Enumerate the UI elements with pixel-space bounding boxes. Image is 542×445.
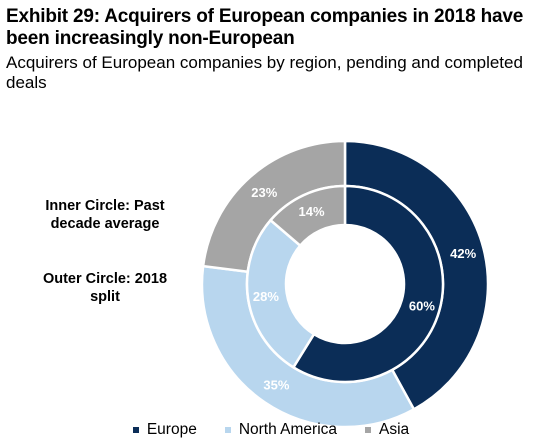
chart-legend: Europe North America Asia (0, 419, 542, 441)
inner-circle-note: Inner Circle: Past decade average (45, 198, 165, 232)
legend-label: Asia (379, 421, 410, 438)
inner-slice-europe (291, 184, 445, 384)
outer-label-europe: 42% (450, 246, 476, 261)
inner-label-europe: 60% (409, 298, 435, 313)
inner-label-north-america: 28% (253, 289, 279, 304)
legend-label: Europe (146, 421, 197, 438)
legend-label: North America (238, 421, 338, 438)
legend-item-europe: Europe (132, 419, 197, 441)
inner-label-asia: 14% (299, 204, 325, 219)
outer-label-north-america: 35% (263, 377, 289, 392)
inner-slice-north-america (245, 218, 316, 370)
legend-swatch (365, 427, 372, 433)
legend-swatch (224, 427, 231, 433)
legend-swatch (132, 427, 139, 433)
chart-title: Exhibit 29: Acquirers of European compan… (6, 6, 524, 49)
outer-circle-note: Outer Circle: 2018 split (42, 271, 168, 305)
legend-item-asia: Asia (365, 419, 409, 441)
outer-label-asia: 23% (251, 185, 277, 200)
chart-subtitle: Acquirers of European companies by regio… (6, 53, 523, 92)
legend-item-north-america: North America (224, 419, 338, 441)
inner-slice-asia (268, 184, 347, 248)
